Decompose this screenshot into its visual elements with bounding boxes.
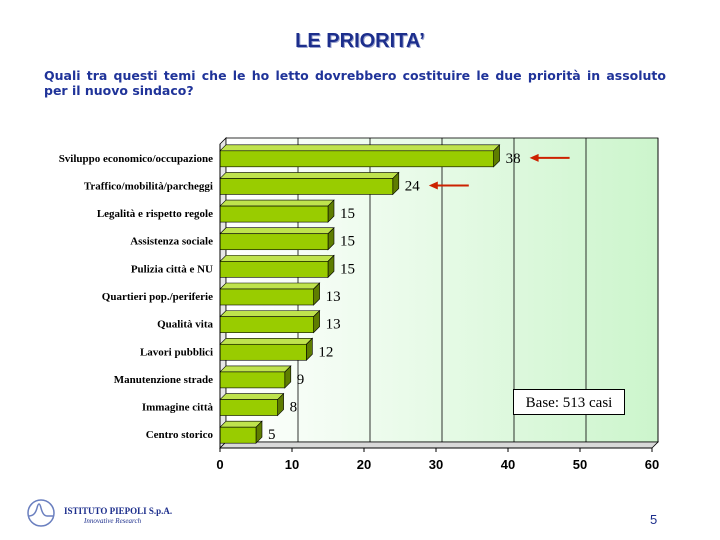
bar-top bbox=[219, 199, 335, 207]
bar bbox=[219, 171, 400, 196]
arrow-head bbox=[428, 181, 438, 190]
logo-subtitle: Innovative Research bbox=[84, 517, 142, 525]
data-label: 24 bbox=[405, 178, 421, 194]
x-tick-label: 50 bbox=[573, 457, 587, 472]
bar-top bbox=[219, 393, 285, 400]
bar-front bbox=[219, 261, 329, 278]
x-tick-label: 60 bbox=[645, 457, 659, 472]
bar bbox=[219, 365, 292, 389]
bar-front bbox=[219, 399, 278, 416]
data-label: 5 bbox=[268, 427, 276, 443]
category-label: Immagine città bbox=[142, 402, 214, 414]
plot-floor bbox=[219, 441, 659, 449]
x-tick-label: 40 bbox=[501, 457, 515, 472]
bar bbox=[219, 199, 335, 223]
bar-front bbox=[219, 426, 257, 444]
category-label: Centro storico bbox=[146, 429, 214, 441]
slide-title: LE PRIORITA’ bbox=[295, 30, 425, 52]
bar bbox=[219, 254, 335, 279]
data-label: 15 bbox=[340, 234, 355, 250]
bar-top bbox=[219, 144, 501, 152]
data-label: 13 bbox=[326, 317, 341, 333]
data-label: 15 bbox=[340, 206, 355, 222]
bar bbox=[219, 227, 335, 251]
bar-front bbox=[219, 233, 329, 251]
bar bbox=[219, 337, 314, 361]
category-label: Assistenza sociale bbox=[130, 236, 213, 248]
category-label: Pulizia città e NU bbox=[131, 263, 213, 275]
bar bbox=[219, 144, 501, 168]
x-tick-label: 20 bbox=[357, 457, 371, 472]
category-label: Legalità e rispetto regole bbox=[97, 208, 213, 220]
bar-top bbox=[219, 420, 263, 428]
bar-front bbox=[219, 371, 286, 389]
highlight-arrow bbox=[428, 181, 469, 190]
highlight-arrow bbox=[529, 153, 570, 162]
piepoli-logo-icon bbox=[27, 499, 55, 527]
category-label: Traffico/mobilità/parcheggi bbox=[84, 180, 213, 192]
category-label: Lavori pubblici bbox=[140, 346, 213, 358]
x-tick-label: 10 bbox=[285, 457, 299, 472]
bar bbox=[219, 392, 285, 417]
bar-top bbox=[219, 172, 400, 179]
data-label: 15 bbox=[340, 261, 355, 277]
bar-front bbox=[219, 205, 329, 223]
bar-top bbox=[219, 282, 321, 290]
logo-name: ISTITUTO PIEPOLI S.p.A. bbox=[64, 506, 173, 516]
category-label: Quartieri pop./periferie bbox=[102, 291, 213, 303]
bar bbox=[219, 309, 321, 334]
bar bbox=[219, 420, 263, 444]
bar bbox=[219, 282, 321, 306]
data-label: 9 bbox=[297, 372, 305, 388]
bar-top bbox=[219, 255, 335, 262]
bar-front bbox=[219, 288, 314, 306]
bar-top bbox=[219, 365, 292, 373]
data-label: 13 bbox=[326, 289, 341, 305]
x-tick-label: 0 bbox=[216, 457, 223, 472]
x-tick-label: 30 bbox=[429, 457, 443, 472]
bar-front bbox=[219, 178, 394, 195]
category-label: Qualità vita bbox=[157, 319, 213, 331]
bar-front bbox=[219, 316, 314, 333]
category-label: Manutenzione strade bbox=[114, 374, 213, 386]
survey-question: Quali tra questi temi che le ho letto do… bbox=[44, 68, 666, 98]
category-label: Sviluppo economico/occupazione bbox=[59, 153, 213, 165]
page-number: 5 bbox=[650, 512, 658, 527]
data-label: 38 bbox=[506, 151, 521, 167]
base-note: Base: 513 casi bbox=[513, 389, 625, 415]
bar-top bbox=[219, 337, 314, 345]
data-label: 12 bbox=[318, 344, 333, 360]
bar-top bbox=[219, 310, 321, 317]
bar-front bbox=[219, 343, 307, 361]
bar-front bbox=[219, 150, 494, 168]
bar-top bbox=[219, 227, 335, 235]
data-label: 8 bbox=[290, 400, 298, 416]
arrow-head bbox=[529, 153, 539, 162]
